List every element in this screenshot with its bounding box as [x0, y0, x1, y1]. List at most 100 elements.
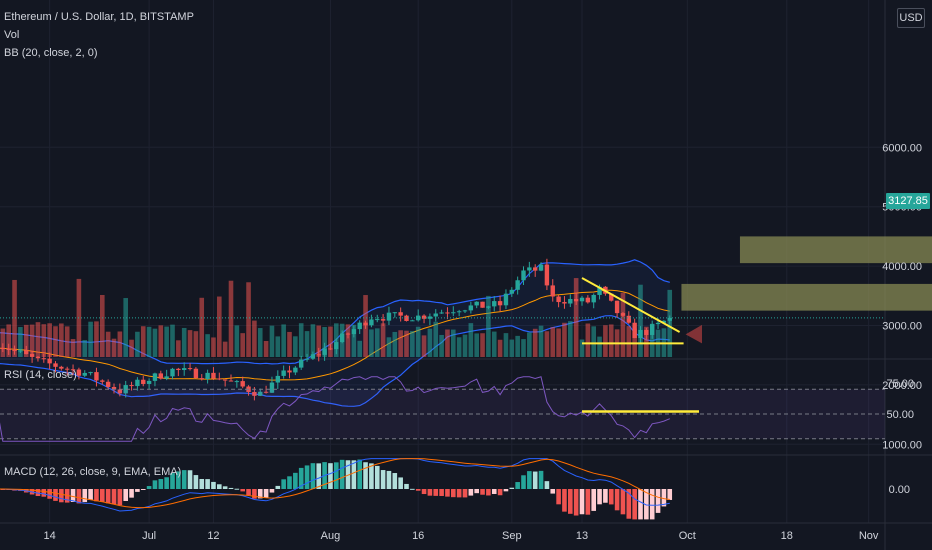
macd-histogram-bar [439, 489, 444, 497]
symbol-title[interactable]: Ethereum / U.S. Dollar, 1D, BITSTAMP [4, 11, 194, 23]
candle-body [404, 315, 409, 321]
candle-body [170, 368, 175, 377]
volume-bar [135, 331, 140, 357]
macd-histogram-bar [246, 489, 251, 496]
candle-body [451, 312, 456, 314]
macd-histogram-bar [474, 489, 479, 494]
macd-histogram-bar [228, 487, 234, 489]
volume-bar [322, 327, 327, 357]
macd-histogram-bar [357, 459, 362, 489]
macd-histogram-bar [310, 463, 316, 489]
macd-histogram-bar [152, 480, 158, 489]
volume-bar [550, 327, 556, 357]
macd-histogram-bar [398, 477, 403, 489]
volume-bar [474, 333, 479, 357]
candle-body [217, 378, 222, 380]
volume-bar [521, 339, 526, 357]
candle-body [503, 293, 509, 306]
macd-histogram-bar [269, 489, 275, 493]
macd-indicator-label[interactable]: MACD (12, 26, close, 9, EMA, EMA) [4, 466, 182, 478]
candle-body [35, 356, 41, 359]
triangle-upper-line [581, 277, 681, 333]
rsi-plot [0, 376, 885, 442]
volume-bar [252, 320, 257, 357]
candle-body [129, 385, 134, 387]
macd-histogram-bar [176, 471, 181, 489]
volume-bar [23, 324, 29, 357]
macd-histogram-bar [415, 489, 421, 491]
macd-tick-label: 0.00 [889, 484, 910, 496]
candle-body [211, 372, 216, 379]
volume-bar [222, 341, 228, 357]
volume-bar [620, 292, 626, 357]
volume-bar [585, 323, 591, 357]
candle-body [82, 372, 87, 376]
volume-bar [649, 323, 655, 357]
candle-body [410, 320, 415, 322]
candle-body [509, 289, 514, 294]
macd-histogram-bar [532, 471, 538, 489]
candle-body [59, 366, 64, 369]
macd-histogram-bar [222, 486, 228, 489]
candle-body [299, 359, 304, 368]
candle-body [193, 368, 199, 379]
candle-body [164, 376, 169, 379]
candle-body [182, 368, 187, 371]
volume-bar [497, 339, 503, 357]
candle-body [416, 315, 421, 321]
candle-body [527, 267, 532, 271]
macd-histogram-bar [70, 489, 76, 502]
macd-histogram-bar [287, 476, 292, 489]
macd-histogram-bar [649, 489, 655, 520]
macd-histogram-bar [339, 459, 345, 489]
volume-bar [6, 324, 11, 357]
macd-histogram-bar [480, 489, 485, 495]
candle-body [228, 380, 234, 382]
candle-body [222, 379, 228, 381]
macd-histogram-bar [164, 477, 169, 489]
macd-histogram-bar [644, 489, 649, 520]
volume-bar [193, 331, 199, 357]
macd-histogram-bar [497, 489, 503, 496]
price-tick-label: 3000.00 [882, 321, 922, 333]
candle-body [462, 310, 468, 312]
macd-histogram-bar [608, 489, 614, 505]
candle-body [53, 363, 58, 367]
volume-bar [228, 280, 234, 357]
volume-bar [456, 337, 462, 357]
volume-bar [18, 327, 23, 357]
candle-body [88, 372, 93, 374]
volume-indicator-label[interactable]: Vol [4, 29, 20, 41]
volume-bar [164, 326, 169, 357]
triangle-fill [685, 324, 702, 344]
currency-button[interactable]: USD [897, 8, 925, 28]
axes: 6000.005000.004000.003000.002000.001000.… [44, 142, 922, 542]
macd-histogram-bar [562, 489, 567, 512]
candle-body [47, 358, 52, 364]
volume-bar [345, 324, 351, 357]
volume-bar [105, 331, 111, 357]
candle-body [474, 301, 479, 306]
bollinger-indicator-label[interactable]: BB (20, close, 2, 0) [4, 47, 98, 59]
macd-histogram-bar [304, 465, 310, 489]
macd-histogram-bar [550, 489, 556, 494]
macd-histogram-bar [105, 489, 111, 504]
candle-body [380, 319, 386, 321]
macd-histogram-bar [140, 489, 146, 490]
volume-bar [123, 298, 128, 357]
macd-histogram-bar [82, 489, 88, 503]
candle-body [644, 329, 649, 335]
candle-body [105, 381, 111, 387]
volume-bar [544, 331, 550, 357]
volume-bar [275, 336, 281, 357]
volume-bar [41, 324, 47, 357]
candle-body [205, 372, 210, 380]
macd-histogram-bar [47, 489, 52, 499]
volume-bar [146, 326, 152, 357]
macd-histogram-bar [638, 489, 643, 520]
rsi-indicator-label[interactable]: RSI (14, close) [4, 369, 77, 381]
volume-bar [404, 330, 409, 357]
macd-histogram-bar [199, 478, 205, 489]
candle-body [176, 368, 181, 371]
